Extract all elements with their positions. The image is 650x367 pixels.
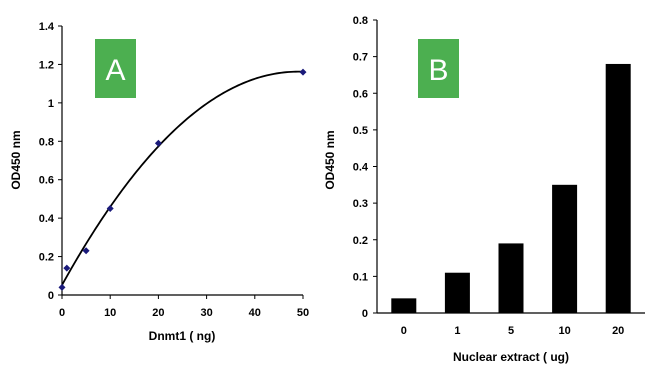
- chart-b-y-axis-label: OD450 nm: [323, 130, 337, 189]
- chart-a-x-tick-label: 50: [297, 307, 309, 319]
- chart-b-panel-badge: [418, 39, 459, 98]
- chart-a-x-axis-label: Dnmt1 ( ng): [149, 329, 216, 343]
- chart-a-x-tick-label: 40: [249, 307, 261, 319]
- chart-a-data-point: [58, 283, 66, 291]
- chart-b-y-tick-label: 0.7: [353, 52, 368, 64]
- chart-a-x-tick-label: 0: [59, 307, 65, 319]
- chart-a-y-tick-label: 1: [48, 98, 54, 110]
- chart-b-x-tick-label: 20: [612, 325, 624, 337]
- chart-b-bar: [605, 63, 631, 314]
- chart-a-y-tick-label: 1.4: [39, 21, 55, 33]
- chart-a-y-tick-label: 0.8: [39, 136, 54, 148]
- chart-a-data-point: [82, 247, 90, 255]
- chart-a-data-point: [106, 205, 114, 213]
- chart-b-bar: [498, 243, 524, 313]
- chart-b-panel-label: B: [428, 54, 448, 87]
- chart-a-x-tick-label: 30: [200, 307, 212, 319]
- chart-b-y-tick-label: 0.2: [353, 235, 368, 247]
- chart-b-x-tick-label: 10: [558, 325, 570, 337]
- chart-b-bar: [391, 298, 417, 313]
- chart-b-y-tick-label: 0.8: [353, 15, 368, 27]
- chart-a-fit-line: [61, 70, 304, 286]
- chart-a-x-tick-label: 20: [152, 307, 164, 319]
- chart-a-y-tick-label: 0.2: [39, 252, 54, 264]
- chart-b-bar: [444, 272, 470, 313]
- chart-b-y-tick-label: 0.3: [353, 198, 368, 210]
- chart-b-y-tick-label: 0: [362, 308, 368, 320]
- chart-a: 0 0.2 0.4 0.6 0.8 1 1.2 1.4 0 10 20 30 40 50 Dnmt1 (…: [9, 21, 309, 343]
- chart-b: 0 0.1 0.2 0.3 0.4 0.5 0.6 0.7 0.8 0 1 5 10 20 Nuclea…: [323, 15, 645, 364]
- chart-a-x-tick-label: 10: [104, 307, 116, 319]
- chart-a-y-tick-label: 0.6: [39, 175, 54, 187]
- chart-b-x-axis-label: Nuclear extract ( ug): [453, 350, 569, 364]
- chart-a-y-axis-label: OD450 nm: [9, 130, 23, 189]
- chart-b-y-tick-label: 0.6: [353, 88, 368, 100]
- chart-b-y-tick-label: 0.1: [353, 271, 368, 283]
- chart-a-panel-label: A: [105, 54, 125, 87]
- chart-a-y-tick-label: 0.4: [39, 213, 55, 225]
- chart-b-x-tick-label: 0: [401, 325, 407, 337]
- chart-a-panel-badge: [95, 39, 136, 98]
- chart-a-y-tick-label: 0: [48, 290, 54, 302]
- chart-b-bar: [552, 184, 578, 313]
- chart-a-data-point: [299, 68, 307, 76]
- chart-b-x-tick-label: 1: [454, 325, 460, 337]
- chart-a-data-point: [154, 139, 162, 147]
- chart-b-x-tick-label: 5: [508, 325, 514, 337]
- chart-a-data-point: [63, 264, 71, 272]
- chart-b-y-tick-label: 0.4: [353, 162, 369, 174]
- chart-a-y-tick-label: 1.2: [39, 59, 54, 71]
- chart-b-y-tick-label: 0.5: [353, 125, 368, 137]
